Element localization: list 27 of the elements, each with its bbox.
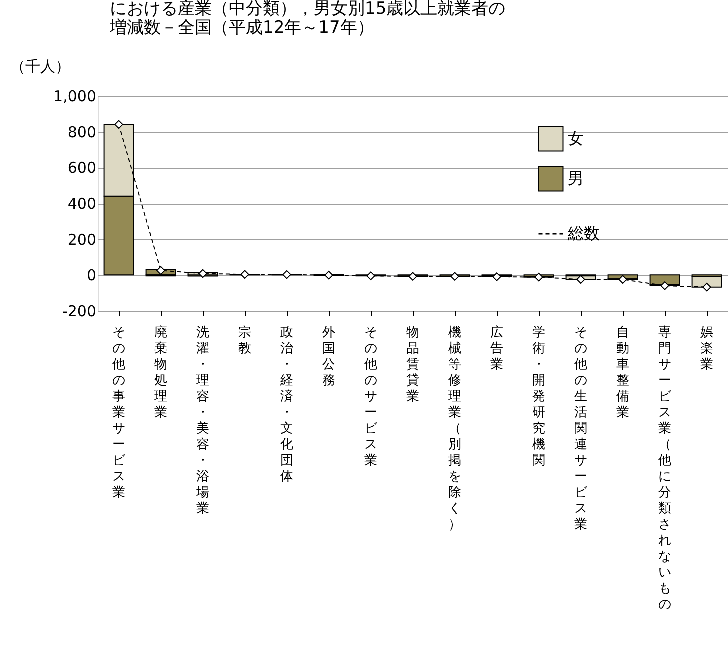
category-label: 専門サービス業（他に分類されないもの: [658, 326, 672, 612]
x-tick-label: 自動車整備業: [616, 326, 630, 420]
category-label: 機械等修理業（別掲を除く）: [448, 326, 462, 532]
text: 増減数－全国（平成12年～17年）: [110, 18, 374, 38]
legend-label: 総数: [567, 224, 600, 243]
y-tick-label: -200: [62, 302, 96, 320]
y-tick-label: 0: [86, 266, 96, 285]
x-tick-label: 物品賃貸業: [406, 326, 420, 404]
x-tick-label: 廃棄物処理業: [154, 326, 168, 420]
legend-label: 男: [568, 169, 584, 188]
y-tick-label: 800: [68, 123, 96, 142]
x-tick-label: 広告業: [490, 324, 504, 372]
category-label: その他のサービス業: [364, 326, 378, 468]
category-label: その他の生活関連サービス業: [574, 326, 588, 532]
legend-label: 女: [568, 129, 584, 148]
y-tick-label: 600: [68, 159, 96, 178]
y-axis-title: （千人）: [10, 58, 70, 76]
x-tick-label: 宗教: [238, 324, 252, 356]
x-tick-label: 娯楽業: [700, 326, 714, 372]
category-label: その他の事業サービス業: [112, 326, 126, 500]
x-tick-label: 外国公務: [322, 326, 336, 388]
y-tick-label: 200: [68, 230, 96, 249]
y-tick-label: 1,000: [54, 88, 96, 106]
category-label: 学術・開発研究機関: [532, 326, 546, 468]
y-tick-label: 400: [68, 195, 96, 213]
category-label: 洗濯・理容・美容・浴場業: [196, 326, 210, 516]
category-label: 政治・経済・文化団体: [280, 326, 294, 484]
